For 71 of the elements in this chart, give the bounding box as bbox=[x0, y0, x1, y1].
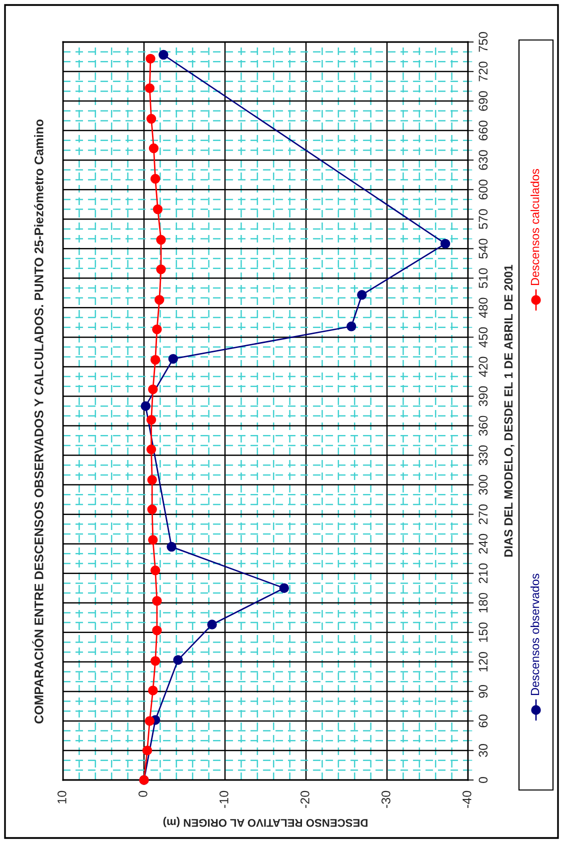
text: COMPARACIÓN ENTRE DESCENSOS OBSERVADOS Y CALCULADOS. PUNTO 25-Piezómetro Camino bbox=[32, 119, 44, 724]
y-tick-label: 330 bbox=[478, 445, 488, 466]
text: Descensos observados bbox=[530, 574, 540, 696]
point bbox=[156, 234, 166, 245]
y-tick-label: 480 bbox=[478, 298, 488, 318]
y-axis-title: DIAS DEL MODELO, DESDE EL 1 DE ABRIL DE 2001 bbox=[504, 264, 514, 557]
point bbox=[148, 143, 159, 154]
x-tick-label: 10 bbox=[58, 790, 66, 804]
x-tick-label: -30 bbox=[382, 790, 390, 808]
point bbox=[152, 324, 162, 334]
y-tick-label: 360 bbox=[478, 416, 488, 436]
point bbox=[150, 566, 160, 576]
y-tick-label: 0 bbox=[478, 777, 488, 783]
x-axis-title: DESCENSO RELATIVO AL ORIGEN (m) bbox=[163, 816, 368, 828]
point bbox=[142, 746, 152, 756]
point bbox=[144, 83, 155, 94]
point bbox=[152, 204, 163, 214]
point bbox=[147, 475, 157, 485]
point bbox=[150, 354, 160, 365]
point bbox=[144, 716, 155, 726]
point bbox=[152, 626, 162, 636]
point bbox=[147, 504, 157, 514]
y-tick-label: 660 bbox=[478, 120, 488, 140]
y-tick-label: 60 bbox=[478, 714, 488, 728]
point bbox=[156, 264, 166, 274]
y-tick-label: 540 bbox=[478, 238, 488, 259]
y-tick-label: 720 bbox=[478, 62, 488, 82]
y-tick-label: 570 bbox=[478, 209, 488, 230]
text: Descensos calculados bbox=[530, 168, 540, 286]
x-tick-label: 0 bbox=[138, 790, 148, 797]
y-tick-label: 270 bbox=[478, 504, 488, 524]
y-tick-label: 510 bbox=[478, 268, 488, 288]
point bbox=[346, 322, 356, 332]
y-tick-label: 750 bbox=[478, 32, 488, 52]
y-tick-label: 120 bbox=[478, 652, 488, 672]
point bbox=[279, 583, 289, 593]
point bbox=[152, 596, 162, 606]
point bbox=[146, 114, 156, 124]
x-tick-label: -10 bbox=[220, 790, 228, 808]
point bbox=[146, 444, 156, 454]
point bbox=[150, 656, 160, 666]
x-tick-label: -20 bbox=[300, 790, 310, 808]
y-tick-label: 300 bbox=[478, 474, 488, 495]
x-tick-label: -40 bbox=[462, 790, 472, 808]
y-tick-label: 390 bbox=[478, 386, 488, 406]
y-tick-label: 630 bbox=[478, 150, 488, 170]
y-tick-label: 180 bbox=[478, 592, 488, 612]
y-tick-label: 450 bbox=[478, 327, 488, 348]
point bbox=[148, 535, 158, 545]
y-tick-label: 240 bbox=[478, 534, 488, 554]
point bbox=[148, 384, 158, 394]
point bbox=[140, 401, 150, 411]
point bbox=[207, 620, 217, 630]
point bbox=[150, 174, 160, 184]
y-tick-label: 150 bbox=[478, 622, 488, 642]
point bbox=[146, 414, 156, 425]
point bbox=[154, 294, 164, 305]
point bbox=[146, 54, 156, 64]
y-tick-label: 30 bbox=[478, 744, 488, 757]
y-tick-label: 210 bbox=[478, 563, 488, 584]
point bbox=[148, 686, 158, 696]
y-tick-label: 420 bbox=[478, 356, 488, 377]
point bbox=[357, 290, 367, 300]
y-tick-label: 90 bbox=[478, 684, 488, 698]
point bbox=[168, 354, 178, 364]
point bbox=[158, 50, 168, 60]
point bbox=[166, 542, 176, 552]
y-tick-label: 600 bbox=[478, 180, 488, 200]
point bbox=[440, 238, 450, 249]
point bbox=[173, 655, 183, 665]
y-tick-label: 690 bbox=[478, 91, 488, 111]
